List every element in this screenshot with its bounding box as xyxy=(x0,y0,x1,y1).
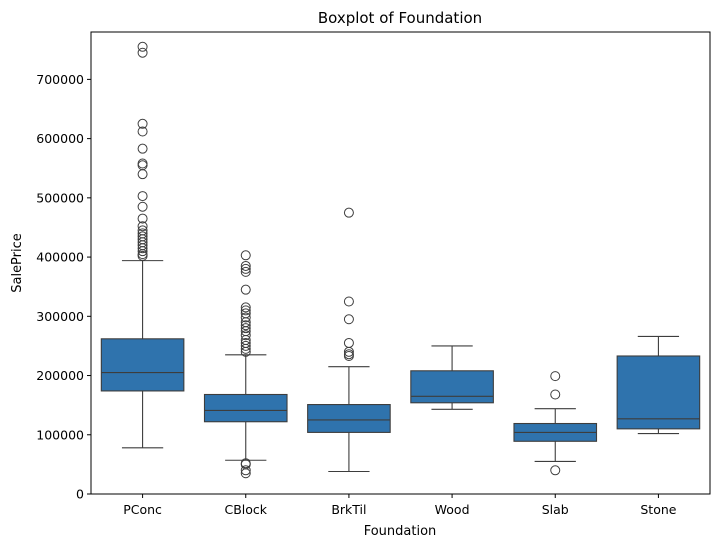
y-axis-title: SalePrice xyxy=(10,233,25,293)
y-tick-label: 700000 xyxy=(36,72,84,87)
outlier-point xyxy=(240,312,251,323)
outlier-point xyxy=(240,305,251,316)
y-tick-label: 300000 xyxy=(36,309,84,324)
outlier-point xyxy=(137,228,148,239)
outlier-point xyxy=(240,302,251,313)
outlier-point xyxy=(240,260,251,271)
outlier-point xyxy=(240,250,251,261)
outlier-point xyxy=(137,191,148,202)
outlier-point xyxy=(137,169,148,180)
outlier-point xyxy=(240,263,251,274)
outlier-point xyxy=(240,284,251,295)
outlier-point xyxy=(343,207,354,218)
outlier-point xyxy=(343,337,354,348)
outlier-point xyxy=(343,349,354,360)
y-tick-label: 200000 xyxy=(36,368,84,383)
outlier-point xyxy=(550,389,561,400)
outlier-point xyxy=(137,126,148,137)
outlier-point xyxy=(550,465,561,476)
outlier-point xyxy=(137,221,148,232)
y-tick-label: 400000 xyxy=(36,250,84,265)
x-tick-label-pconc: PConc xyxy=(123,502,162,517)
x-axis-title: Foundation xyxy=(364,524,437,539)
plot-area: PConc CBlock BrkTil Wood Slab Stone 0 100000 200… xyxy=(36,31,711,517)
outlier-point xyxy=(137,41,148,52)
outlier-point xyxy=(240,340,251,351)
y-tick-label: 0 xyxy=(76,487,84,502)
x-tick-label-cblock: CBlock xyxy=(224,502,267,517)
outlier-point xyxy=(240,330,251,341)
x-tick-label-stone: Stone xyxy=(640,502,676,517)
outlier-point xyxy=(137,118,148,129)
outlier-point xyxy=(240,266,251,277)
outlier-point xyxy=(137,47,148,58)
outlier-point xyxy=(240,465,251,476)
box-cblock xyxy=(203,393,288,423)
outlier-point xyxy=(240,323,251,334)
outlier-point xyxy=(137,213,148,224)
outlier-point xyxy=(137,231,148,242)
outlier-point xyxy=(137,158,148,169)
box-pconc xyxy=(100,338,185,392)
chart-title: Boxplot of Foundation xyxy=(318,9,482,27)
y-tick-label: 600000 xyxy=(36,131,84,146)
box-wood xyxy=(410,370,494,404)
x-tick-label-brktil: BrkTil xyxy=(331,502,366,517)
outlier-point xyxy=(137,143,148,154)
x-tick-label-slab: Slab xyxy=(542,502,569,517)
y-tick-label: 500000 xyxy=(36,190,84,205)
outlier-point xyxy=(343,296,354,307)
outlier-point xyxy=(240,308,251,319)
box-stone xyxy=(616,355,701,430)
outlier-point xyxy=(550,371,561,382)
outlier-point xyxy=(240,337,251,348)
plot-frame xyxy=(90,31,711,495)
outlier-point xyxy=(137,225,148,236)
box-brktil xyxy=(307,404,391,433)
outlier-point xyxy=(343,314,354,325)
x-tick-label-wood: Wood xyxy=(435,502,470,517)
outlier-point xyxy=(240,458,251,469)
outlier-point xyxy=(240,320,251,331)
y-tick-label: 100000 xyxy=(36,427,84,442)
outlier-point xyxy=(137,201,148,212)
